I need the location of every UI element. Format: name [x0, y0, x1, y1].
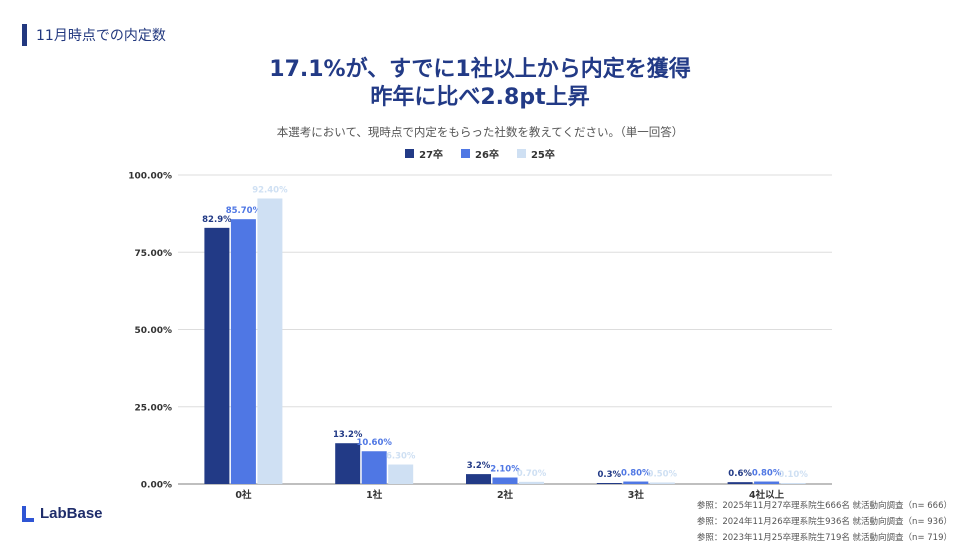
references: 参照：2025年11月27卒理系院生666名 就活動向調査（n= 666） 参照…	[697, 498, 952, 546]
data-label: 0.80%	[621, 469, 651, 479]
data-label: 92.40%	[252, 185, 288, 195]
data-label: 0.6%	[728, 469, 752, 479]
bar	[623, 481, 649, 484]
bar	[596, 483, 622, 484]
bar	[519, 481, 544, 484]
legend-swatch-25	[516, 149, 526, 158]
x-tick-label: 2社	[497, 489, 514, 500]
legend-label-26: 26卒	[475, 150, 499, 161]
data-label: 0.50%	[648, 469, 678, 479]
bar	[230, 219, 256, 484]
y-tick-label: 75.00%	[135, 249, 173, 259]
y-tick-label: 25.00%	[135, 403, 173, 413]
bar-chart: 0.00% 25.00% 50.00% 75.00% 100.00% 82.9%85.70…	[128, 172, 832, 500]
bar	[649, 482, 675, 484]
data-label: 0.10%	[778, 470, 808, 480]
logo-text: LabBase	[40, 505, 103, 522]
data-label: 82.9%	[202, 215, 232, 225]
survey-question: 本選考において、現時点で内定をもらった社数を教えてください。（単一回答）	[276, 125, 684, 139]
data-label: 10.60%	[356, 438, 392, 448]
data-label: 6.30%	[386, 452, 416, 462]
data-label: 2.10%	[490, 465, 520, 475]
legend-item-26: 26卒	[461, 146, 499, 161]
headline-line-2: 昨年に比べ2.8pt上昇	[370, 85, 590, 110]
y-tick-label: 100.00%	[128, 172, 172, 182]
legend-label-25: 25卒	[530, 150, 555, 161]
data-label: 3.2%	[467, 461, 491, 471]
bar	[780, 483, 806, 484]
bar	[361, 451, 387, 484]
bar	[257, 198, 283, 484]
legend-swatch-26	[461, 149, 471, 158]
section-label: 11月時点での内定数	[36, 28, 166, 44]
legend-item-25: 25卒	[516, 146, 555, 161]
bar	[335, 443, 361, 484]
reference-line: 参照：2025年11月27卒理系院生666名 就活動向調査（n= 666）	[696, 501, 952, 511]
x-tick-label: 4社以上	[749, 489, 785, 500]
legend-swatch-27	[405, 149, 415, 158]
data-label: 13.2%	[333, 430, 363, 440]
bar	[754, 481, 780, 484]
data-label: 0.3%	[598, 470, 622, 480]
legend-item-27: 27卒	[405, 146, 443, 161]
bar	[466, 474, 491, 484]
reference-line: 参照：2023年11月25卒理系院生719名 就活動向調査（n= 719）	[696, 533, 952, 543]
legend-label-27: 27卒	[419, 150, 444, 161]
reference-line: 参照：2024年11月26卒理系院生936名 就活動向調査（n= 936）	[696, 517, 952, 527]
x-tick-label: 3社	[628, 489, 645, 500]
bar	[727, 482, 753, 484]
y-tick-label: 50.00%	[135, 326, 173, 336]
logo-mark-icon	[22, 505, 34, 522]
x-tick-label: 1社	[366, 489, 383, 500]
section-accent-bar	[22, 24, 27, 46]
data-label: 0.80%	[752, 469, 782, 479]
bar	[492, 477, 518, 484]
bar	[204, 227, 230, 484]
data-label: 0.70%	[517, 469, 547, 479]
bar	[388, 464, 414, 484]
headline-line-1: 17.1%が、すでに1社以上から内定を獲得	[269, 57, 691, 82]
x-tick-label: 0社	[235, 489, 252, 500]
labbase-logo: LabBase	[22, 505, 103, 522]
chart-legend: 27卒 26卒 25卒	[0, 146, 960, 161]
data-label: 85.70%	[226, 206, 262, 216]
y-tick-label: 0.00%	[141, 481, 172, 491]
